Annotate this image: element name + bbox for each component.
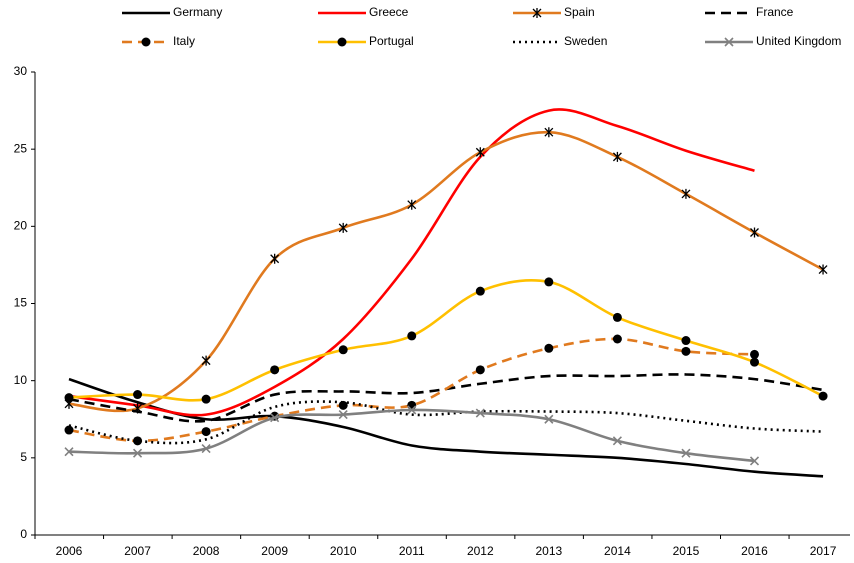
point bbox=[338, 222, 348, 233]
point bbox=[407, 199, 417, 210]
y-tick-label: 30 bbox=[14, 64, 28, 78]
legend-label: Spain bbox=[564, 5, 595, 19]
x-tick-label: 2013 bbox=[535, 544, 562, 558]
point bbox=[338, 345, 348, 355]
point bbox=[544, 127, 554, 138]
point bbox=[338, 410, 348, 420]
legend-item: France bbox=[705, 5, 794, 19]
point bbox=[750, 349, 759, 359]
point bbox=[818, 264, 828, 275]
point bbox=[749, 456, 760, 466]
legend-item: United Kingdom bbox=[705, 34, 841, 48]
legend-label: Germany bbox=[173, 5, 222, 19]
x-tick-label: 2012 bbox=[467, 544, 494, 558]
legend-item: Italy bbox=[122, 34, 195, 48]
x-tick-label: 2006 bbox=[56, 544, 83, 558]
y-tick-label: 10 bbox=[14, 373, 28, 387]
legend-item: Sweden bbox=[513, 34, 607, 48]
x-tick-label: 2015 bbox=[673, 544, 700, 558]
legend-item: Spain bbox=[513, 5, 595, 19]
series-line bbox=[68, 108, 755, 417]
point bbox=[818, 391, 828, 401]
point bbox=[750, 227, 759, 238]
series-line bbox=[68, 337, 755, 443]
point bbox=[407, 331, 417, 341]
point bbox=[201, 355, 211, 366]
point bbox=[612, 312, 622, 322]
legend-label: Greece bbox=[369, 5, 409, 19]
point bbox=[270, 253, 280, 264]
point bbox=[133, 390, 143, 400]
point bbox=[132, 448, 143, 458]
x-tick-label: 2009 bbox=[261, 544, 288, 558]
point bbox=[64, 447, 74, 457]
point bbox=[201, 444, 211, 454]
legend-label: United Kingdom bbox=[756, 34, 841, 48]
x-tick-label: 2010 bbox=[330, 544, 357, 558]
point bbox=[270, 365, 280, 375]
series-line bbox=[68, 377, 824, 478]
point bbox=[544, 343, 554, 353]
series-line bbox=[68, 130, 824, 413]
legend-item: Portugal bbox=[318, 34, 414, 48]
y-tick-label: 15 bbox=[14, 296, 28, 310]
point bbox=[407, 405, 417, 415]
point bbox=[141, 37, 151, 47]
point bbox=[724, 37, 734, 47]
point bbox=[681, 448, 691, 458]
point bbox=[201, 394, 211, 404]
point bbox=[612, 436, 622, 446]
point bbox=[133, 436, 143, 446]
y-tick-label: 5 bbox=[20, 450, 27, 464]
point bbox=[681, 346, 691, 356]
series-line bbox=[68, 400, 824, 445]
point bbox=[750, 357, 759, 367]
point bbox=[64, 393, 74, 403]
y-tick-label: 20 bbox=[14, 219, 28, 233]
x-tick-label: 2011 bbox=[399, 544, 425, 558]
legend-label: Portugal bbox=[369, 34, 414, 48]
point bbox=[532, 8, 542, 18]
point bbox=[681, 336, 691, 346]
point bbox=[270, 413, 280, 423]
x-tick-label: 2017 bbox=[810, 544, 837, 558]
y-tick-label: 0 bbox=[20, 527, 27, 541]
y-tick-label: 25 bbox=[14, 141, 28, 155]
point bbox=[407, 400, 417, 410]
legend-label: Sweden bbox=[564, 34, 607, 48]
point bbox=[544, 277, 554, 287]
point bbox=[612, 151, 622, 162]
point bbox=[681, 188, 691, 199]
x-tick-label: 2014 bbox=[604, 544, 631, 558]
legend-label: France bbox=[756, 5, 794, 19]
x-tick-label: 2007 bbox=[124, 544, 151, 558]
point bbox=[64, 425, 74, 435]
x-tick-label: 2008 bbox=[193, 544, 220, 558]
point bbox=[475, 408, 485, 418]
series-line bbox=[68, 278, 824, 402]
point bbox=[475, 147, 485, 158]
legend-label: Italy bbox=[173, 34, 195, 48]
point bbox=[475, 286, 485, 296]
legend-item: Greece bbox=[318, 5, 409, 19]
point bbox=[337, 37, 347, 47]
point bbox=[338, 400, 348, 410]
x-tick-label: 2016 bbox=[741, 544, 768, 558]
legend-item: Germany bbox=[122, 5, 222, 19]
point bbox=[544, 414, 554, 424]
point bbox=[612, 334, 622, 344]
point bbox=[475, 365, 485, 375]
point bbox=[201, 427, 211, 437]
